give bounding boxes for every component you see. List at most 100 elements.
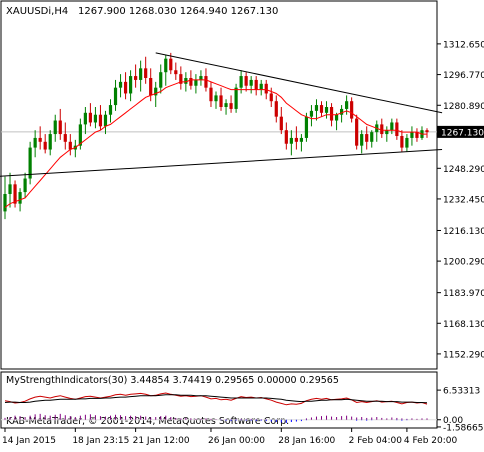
lower-trendline	[0, 149, 443, 177]
candle-bear	[144, 68, 148, 78]
candle-bear	[68, 141, 72, 150]
current-price-box	[437, 125, 484, 138]
candle-bull	[28, 147, 32, 179]
candle-bull	[345, 101, 349, 109]
candle-bull	[249, 79, 253, 86]
moving-average-line	[4, 79, 427, 208]
candle-bull	[199, 76, 203, 80]
price-tick-label: 1200.290	[443, 258, 484, 268]
candle-bull	[334, 114, 339, 121]
candle-bear	[169, 58, 173, 71]
candle-bear	[365, 134, 369, 142]
candle-bull	[239, 76, 243, 88]
candle-bull	[78, 124, 82, 146]
price-tick-label: 1152.290	[443, 350, 484, 360]
candle-bull	[289, 137, 293, 144]
indicator-tick-label: 0.00	[443, 416, 463, 426]
candle-bull	[118, 81, 123, 88]
candle-bear	[279, 116, 283, 131]
candle-bear	[415, 132, 419, 138]
price-tick-label: 1183.970	[443, 289, 484, 299]
candle-bull	[23, 178, 27, 193]
price-tick-label: 1296.770	[443, 71, 484, 81]
candle-bear	[88, 112, 93, 123]
candle-bull	[194, 79, 198, 86]
candle-bull	[33, 137, 37, 148]
candle-bear	[329, 107, 334, 121]
candle-bull	[370, 132, 374, 142]
candle-bear	[254, 79, 258, 90]
ohlc-values: 1267.900 1268.030 1264.940 1267.130	[78, 6, 278, 17]
candle-bear	[269, 93, 273, 102]
candle-bull	[8, 184, 12, 194]
candle-bull	[405, 137, 409, 148]
time-tick-label: 2 Feb 04:00	[349, 436, 403, 446]
symbol-title: XAUUSDi,H4	[6, 6, 68, 17]
candle-bear	[355, 118, 359, 146]
candle-bull	[128, 76, 133, 94]
time-tick-label: 21 Jan 12:00	[133, 436, 190, 446]
current-price-label: 1267.130	[441, 128, 484, 138]
candle-bear	[229, 103, 233, 109]
candle-bull	[93, 114, 98, 123]
time-tick-label: 4 Feb 20:00	[404, 436, 458, 446]
candle-bull	[309, 110, 314, 117]
candle-bull	[324, 107, 329, 113]
candle-bull	[314, 105, 319, 111]
candle-bear	[204, 76, 208, 88]
candle-bear	[179, 74, 183, 84]
candle-bull	[3, 194, 7, 212]
candle-bull	[360, 134, 364, 146]
candle-bear	[149, 78, 153, 96]
candle-bull	[410, 132, 414, 138]
price-tick-label: 1168.130	[443, 320, 484, 330]
candle-bull	[385, 130, 389, 135]
candle-bear	[189, 78, 193, 86]
candle-bear	[13, 184, 17, 204]
candle-bear	[264, 83, 268, 94]
candle-bull	[48, 134, 52, 150]
price-tick-label: 1280.890	[443, 102, 484, 112]
indicator-panel	[0, 371, 438, 429]
candle-bull	[83, 112, 87, 125]
candle-bear	[274, 101, 278, 117]
candle-bull	[18, 192, 22, 204]
candle-bull	[234, 87, 238, 109]
candle-bull	[299, 137, 304, 142]
time-tick-label: 28 Jan 16:00	[278, 436, 335, 446]
candle-bear	[319, 105, 324, 113]
candle-bull	[259, 83, 263, 90]
price-tick-label: 1248.290	[443, 165, 484, 175]
candle-bull	[390, 122, 394, 131]
candle-bull	[304, 116, 309, 138]
candle-bull	[159, 72, 163, 88]
candle-bear	[425, 130, 429, 133]
indicator-line-2	[4, 394, 428, 404]
candle-bear	[219, 95, 223, 107]
time-tick-label: 14 Jan 2015	[2, 436, 56, 446]
candle-bull	[53, 120, 57, 135]
candle-bull	[139, 68, 143, 80]
candle-bear	[174, 70, 178, 75]
candle-bull	[339, 108, 344, 115]
main-price-panel	[0, 0, 438, 370]
price-tick-label: 1216.130	[443, 227, 484, 237]
candle-bear	[38, 137, 42, 142]
candle-bull	[214, 95, 218, 102]
candle-bear	[350, 101, 354, 119]
candle-bear	[63, 134, 67, 142]
upper-trendline	[155, 52, 443, 114]
price-tick-label: 1232.450	[443, 195, 484, 205]
candle-bear	[294, 137, 298, 142]
candle-bear	[380, 124, 384, 135]
time-tick-label: 18 Jan 23:15	[72, 436, 129, 446]
indicator-title: MyStrengthIndicators(30) 3.44854 3.74419…	[6, 375, 339, 386]
candle-bear	[43, 141, 47, 150]
watermark-text: KAB-MetaTrader, © 2001-2014, MetaQuotes …	[6, 416, 289, 427]
candle-bull	[224, 103, 228, 107]
price-tick-label: 1312.650	[443, 40, 484, 50]
indicator-tick-label: -1.58665	[443, 423, 483, 433]
candle-bull	[154, 87, 158, 96]
